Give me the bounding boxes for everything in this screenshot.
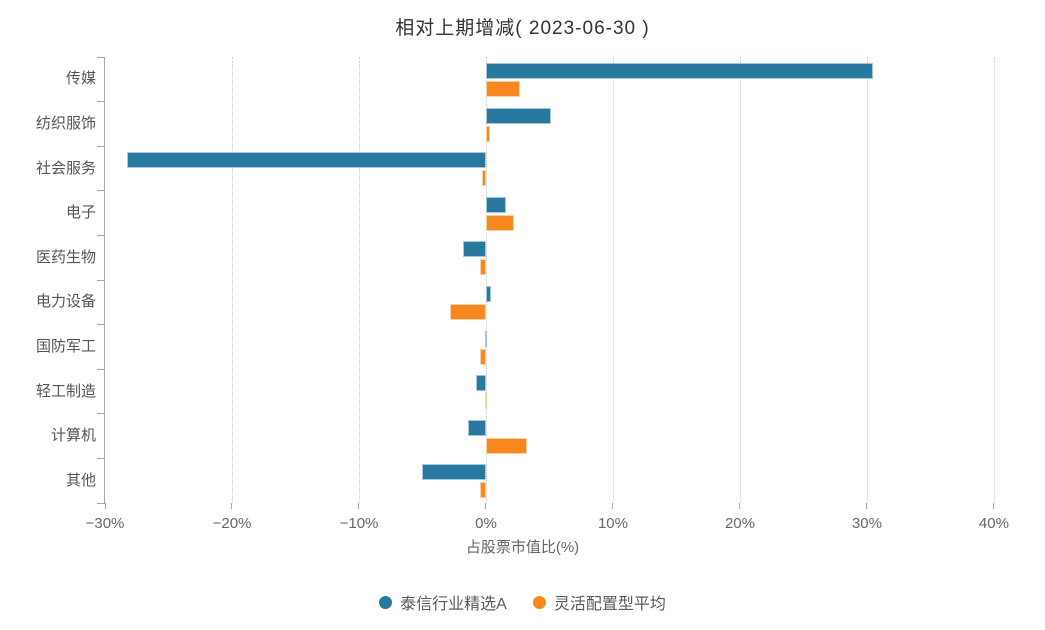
bar-泰信行业精选A-计算机 [468,419,486,436]
gridline [231,57,233,503]
bar-灵活配置型平均-社会服务 [482,170,486,187]
y-axis-tick [97,145,105,147]
bar-灵活配置型平均-传媒 [485,81,521,97]
bar-泰信行业精选A-轻工制造 [475,375,486,392]
legend-label-series-0: 泰信行业精选A [400,596,507,613]
y-axis-tick [97,190,105,192]
y-axis-tick [97,324,105,326]
category-label: 传媒 [65,70,96,88]
category-label: 其他 [65,471,96,489]
gridline [739,57,741,503]
gridline [993,57,995,503]
bar-泰信行业精选A-其他 [422,464,486,481]
bar-灵活配置型平均-计算机 [485,437,527,454]
category-label: 轻工制造 [35,382,96,400]
bar-泰信行业精选A-国防军工 [484,330,487,347]
category-label: 电力设备 [35,293,96,311]
bar-灵活配置型平均-其他 [479,482,486,499]
bar-泰信行业精选A-电力设备 [485,286,492,302]
category-label: 社会服务 [35,159,96,177]
x-axis-tick [485,503,487,509]
x-axis-tick [866,503,868,509]
y-axis-tick [97,502,105,504]
bar-泰信行业精选A-社会服务 [126,152,486,169]
x-tick-label: 0% [475,515,497,532]
bar-泰信行业精选A-纺织服饰 [485,107,551,124]
x-tick-label: −10% [339,515,379,532]
gridline [485,57,487,503]
gridline [612,57,614,503]
plot-area: −30% −20% −10% 0% 10% 20% 30% 40% 传媒纺织服饰社会服务电子医药… [36,56,1013,532]
bar-泰信行业精选A-电子 [485,196,507,213]
x-axis-label: 占股票市值比(%) [465,539,580,556]
y-axis-tick [97,101,105,103]
y-axis-tick [97,234,105,236]
bar-灵活配置型平均-纺织服饰 [485,125,490,142]
category-label: 医药生物 [35,248,96,266]
x-axis-tick [993,503,995,509]
bar-灵活配置型平均-电子 [485,214,514,231]
bar-灵活配置型平均-国防军工 [479,348,486,365]
legend-dot-series-1 [532,595,546,609]
category-label: 电子 [65,204,96,222]
y-axis-tick [97,279,105,281]
legend-item-series-0: 泰信行业精选A [379,590,507,614]
gridline [358,57,360,503]
bar-泰信行业精选A-传媒 [485,63,874,79]
bar-泰信行业精选A-医药生物 [463,241,486,258]
category-label: 计算机 [50,427,96,445]
y-axis-tick [97,413,105,415]
x-tick-label: 40% [978,515,1009,532]
x-tick-label: 20% [724,515,755,532]
legend: 泰信行业精选A 灵活配置型平均 [0,590,1045,614]
x-axis-tick [231,503,233,509]
x-tick-label: 10% [597,515,628,532]
y-axis-tick [97,56,105,58]
y-axis-tick [97,368,105,370]
legend-label-series-1: 灵活配置型平均 [553,596,666,613]
x-tick-label: −20% [212,515,252,532]
bar-灵活配置型平均-电力设备 [450,304,486,320]
x-tick-label: −30% [85,515,125,532]
gridline [866,57,868,503]
category-label: 纺织服饰 [35,114,96,132]
x-tick-label: 30% [851,515,882,532]
bar-灵活配置型平均-医药生物 [479,259,486,276]
x-axis-tick [358,503,360,509]
x-axis-tick [104,503,106,509]
y-axis-tick [97,457,105,459]
chart-title: 相对上期增减( 2023-06-30 ) [395,18,650,39]
category-label: 国防军工 [35,337,96,355]
legend-item-series-1: 灵活配置型平均 [532,590,666,614]
x-axis-tick [739,503,741,509]
bar-灵活配置型平均-轻工制造 [484,393,487,410]
legend-dot-series-0 [379,595,393,609]
x-axis-tick [612,503,614,509]
